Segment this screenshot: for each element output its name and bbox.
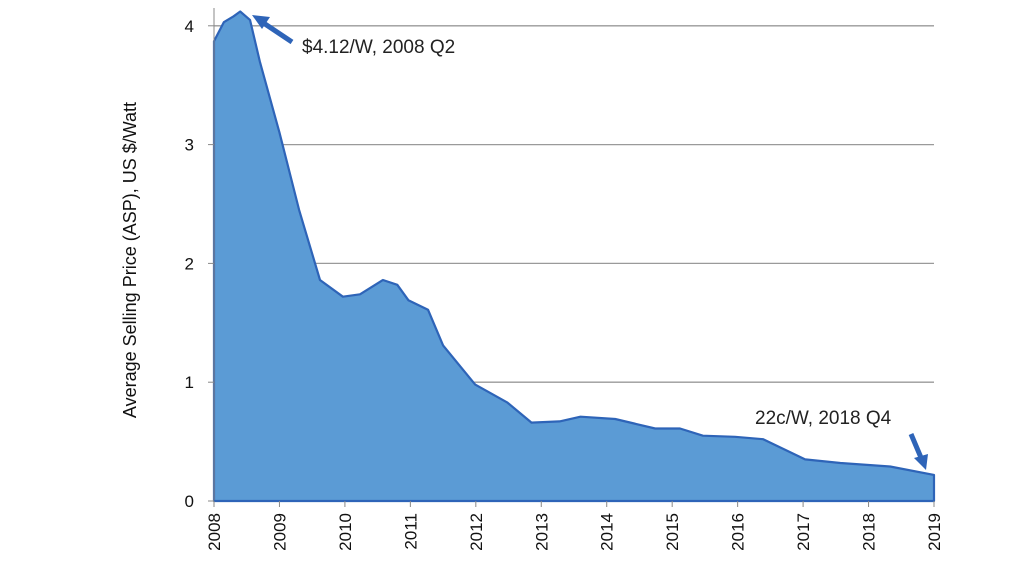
y-axis-label: Average Selling Price (ASP), US $/Watt (120, 102, 140, 418)
annotation-peak: $4.12/W, 2008 Q2 (252, 15, 455, 58)
y-tick-label: 0 (185, 492, 194, 511)
x-tick-label: 2019 (925, 513, 944, 551)
y-tick-label: 2 (185, 254, 194, 273)
x-tick-label: 2011 (401, 513, 420, 550)
x-tick-label: 2008 (205, 513, 224, 551)
annotation-peak-arrow (260, 19, 294, 45)
annotation-end-label: 22c/W, 2018 Q4 (755, 408, 892, 429)
y-tick-label: 1 (185, 373, 194, 392)
y-tick-label: 4 (185, 17, 194, 36)
gridlines (214, 25, 934, 383)
x-tick-label: 2014 (598, 513, 617, 551)
annotation-peak-label: $4.12/W, 2008 Q2 (302, 37, 455, 58)
asp-area (212, 10, 936, 503)
x-tick-label: 2010 (336, 513, 355, 551)
annotation-end: 22c/W, 2018 Q4 (755, 408, 928, 470)
annotation-end-arrow (908, 433, 925, 461)
y-tick-labels: 0 1 2 3 4 (185, 17, 194, 511)
axes (208, 8, 935, 507)
x-tick-label: 2012 (467, 513, 486, 551)
x-tick-label: 2009 (270, 513, 289, 551)
x-tick-label: 2013 (532, 513, 551, 551)
annotation-peak-arrowhead (252, 15, 270, 29)
x-tick-labels: 2008 2009 2010 2011 2012 2013 2014 2015 2016 2017… (205, 513, 944, 551)
x-tick-label: 2016 (729, 513, 748, 551)
y-tick-label: 3 (185, 136, 194, 155)
annotation-end-arrowhead (914, 454, 928, 470)
x-tick-label: 2018 (860, 513, 879, 551)
x-tick-label: 2015 (663, 513, 682, 551)
x-tick-label: 2017 (794, 513, 813, 551)
